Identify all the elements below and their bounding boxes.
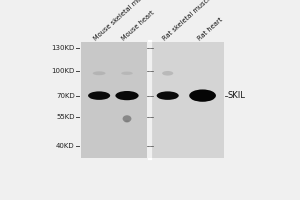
Ellipse shape: [121, 72, 133, 75]
Ellipse shape: [124, 120, 130, 123]
Ellipse shape: [90, 97, 108, 99]
Text: 40KD: 40KD: [56, 143, 75, 149]
Text: SKIL: SKIL: [228, 91, 246, 100]
Text: 130KD: 130KD: [52, 45, 75, 51]
FancyBboxPatch shape: [80, 42, 148, 158]
Text: 70KD: 70KD: [56, 93, 75, 99]
Ellipse shape: [116, 91, 139, 100]
Ellipse shape: [189, 89, 216, 102]
Ellipse shape: [88, 91, 110, 100]
Ellipse shape: [123, 115, 131, 122]
Text: Mouse skeletal muscle: Mouse skeletal muscle: [93, 0, 153, 42]
Text: 100KD: 100KD: [52, 68, 75, 74]
Text: 55KD: 55KD: [56, 114, 75, 120]
Ellipse shape: [159, 97, 176, 99]
FancyBboxPatch shape: [147, 42, 152, 158]
Text: Rat heart: Rat heart: [196, 16, 224, 42]
Ellipse shape: [162, 71, 173, 76]
Ellipse shape: [157, 91, 179, 100]
Ellipse shape: [93, 71, 106, 75]
Text: Rat skeletal muscle: Rat skeletal muscle: [161, 0, 214, 42]
Ellipse shape: [118, 97, 136, 100]
FancyBboxPatch shape: [152, 42, 224, 158]
Text: Mouse heart: Mouse heart: [121, 9, 155, 42]
Ellipse shape: [192, 97, 213, 101]
